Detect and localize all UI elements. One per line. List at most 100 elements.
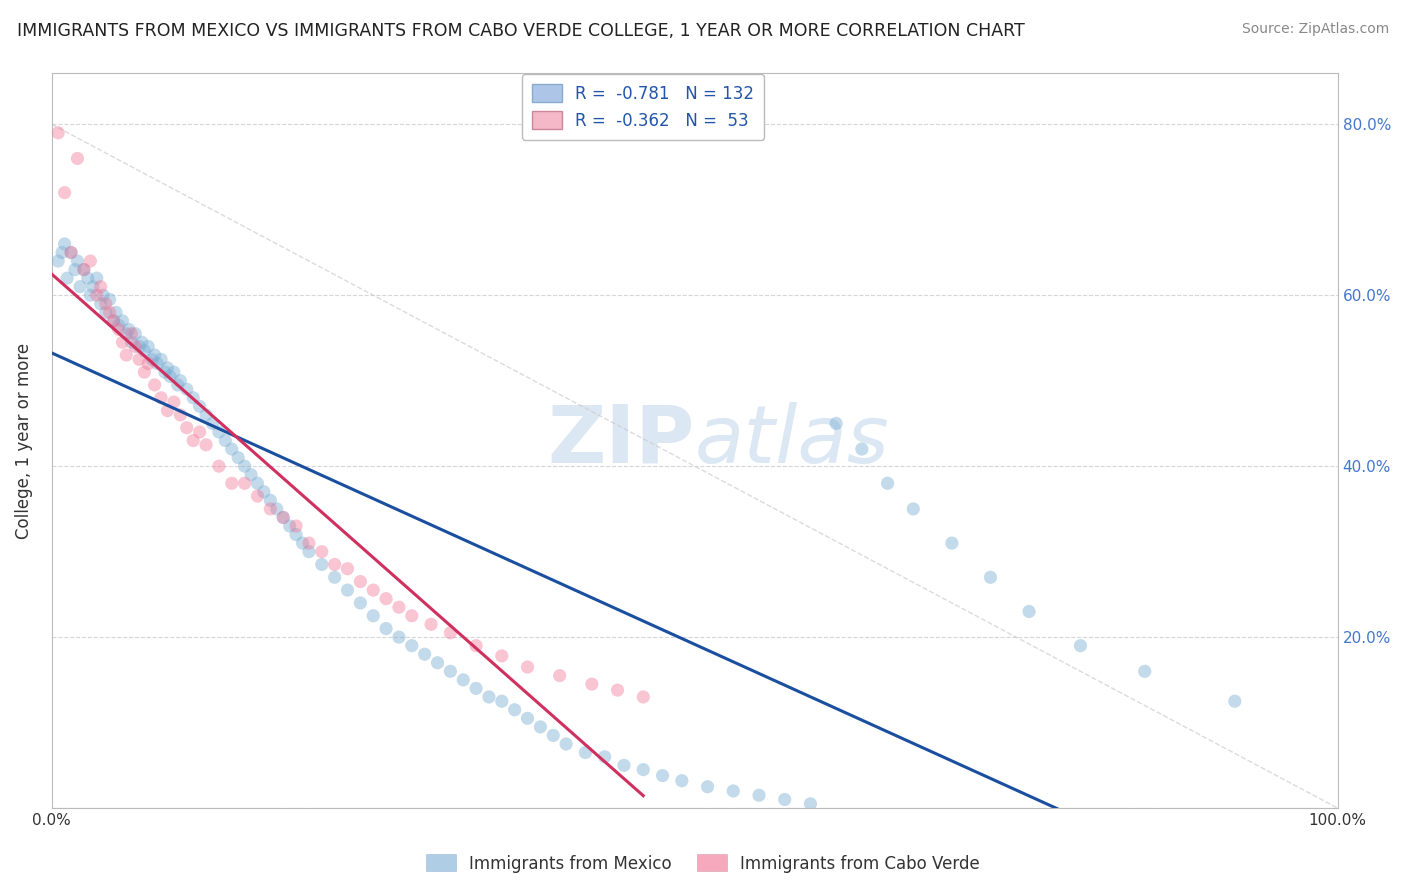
Point	[413, 647, 436, 661]
Point	[115, 348, 138, 362]
Point	[336, 562, 359, 576]
Point	[696, 780, 718, 794]
Point	[90, 279, 112, 293]
Point	[606, 683, 628, 698]
Point	[876, 476, 898, 491]
Point	[291, 536, 314, 550]
Point	[53, 186, 76, 200]
Point	[633, 763, 655, 777]
Point	[195, 408, 218, 422]
Point	[361, 608, 384, 623]
Point	[451, 673, 474, 687]
Point	[136, 357, 159, 371]
Point	[375, 622, 398, 636]
Point	[401, 608, 423, 623]
Point	[651, 769, 673, 783]
Point	[69, 279, 91, 293]
Point	[60, 245, 83, 260]
Point	[46, 126, 69, 140]
Point	[53, 236, 76, 251]
Point	[259, 493, 281, 508]
Point	[311, 544, 333, 558]
Point	[111, 314, 134, 328]
Point	[136, 339, 159, 353]
Point	[150, 391, 173, 405]
Point	[246, 476, 269, 491]
Point	[349, 574, 371, 589]
Point	[541, 728, 564, 742]
Point	[163, 395, 186, 409]
Point	[1018, 605, 1040, 619]
Point	[181, 434, 204, 448]
Point	[593, 749, 616, 764]
Point	[420, 617, 443, 632]
Text: Source: ZipAtlas.com: Source: ZipAtlas.com	[1241, 22, 1389, 37]
Point	[271, 510, 294, 524]
Point	[134, 343, 156, 358]
Point	[349, 596, 371, 610]
Point	[529, 720, 551, 734]
Point	[98, 293, 121, 307]
Point	[491, 694, 513, 708]
Point	[723, 784, 745, 798]
Point	[221, 442, 243, 456]
Point	[548, 668, 571, 682]
Point	[66, 152, 89, 166]
Point	[176, 382, 198, 396]
Point	[439, 665, 461, 679]
Point	[478, 690, 501, 704]
Point	[105, 305, 128, 319]
Point	[166, 378, 188, 392]
Point	[103, 314, 125, 328]
Point	[86, 288, 108, 302]
Legend: Immigrants from Mexico, Immigrants from Cabo Verde: Immigrants from Mexico, Immigrants from …	[419, 847, 987, 880]
Point	[94, 297, 117, 311]
Point	[169, 374, 191, 388]
Point	[298, 536, 321, 550]
Point	[671, 773, 693, 788]
Point	[516, 711, 538, 725]
Point	[181, 391, 204, 405]
Point	[131, 335, 153, 350]
Point	[388, 600, 411, 615]
Point	[259, 502, 281, 516]
Point	[163, 365, 186, 379]
Point	[201, 417, 224, 431]
Point	[73, 262, 96, 277]
Point	[188, 425, 211, 439]
Point	[159, 369, 181, 384]
Point	[111, 335, 134, 350]
Legend: R =  -0.781   N = 132, R =  -0.362   N =  53: R = -0.781 N = 132, R = -0.362 N = 53	[522, 74, 765, 140]
Point	[107, 322, 129, 336]
Point	[124, 326, 146, 341]
Point	[121, 326, 143, 341]
Point	[574, 746, 596, 760]
Point	[613, 758, 636, 772]
Point	[66, 254, 89, 268]
Point	[503, 703, 526, 717]
Point	[271, 510, 294, 524]
Point	[63, 262, 86, 277]
Point	[465, 681, 488, 696]
Point	[233, 476, 256, 491]
Point	[941, 536, 963, 550]
Point	[150, 352, 173, 367]
Point	[426, 656, 449, 670]
Point	[323, 570, 346, 584]
Point	[73, 262, 96, 277]
Point	[226, 450, 249, 465]
Point	[285, 527, 308, 541]
Point	[465, 639, 488, 653]
Point	[253, 484, 276, 499]
Point	[146, 357, 169, 371]
Point	[79, 288, 101, 302]
Point	[375, 591, 398, 606]
Point	[156, 403, 179, 417]
Point	[233, 459, 256, 474]
Point	[141, 352, 163, 367]
Point	[361, 583, 384, 598]
Point	[176, 420, 198, 434]
Point	[90, 297, 112, 311]
Point	[799, 797, 821, 811]
Point	[107, 318, 129, 333]
